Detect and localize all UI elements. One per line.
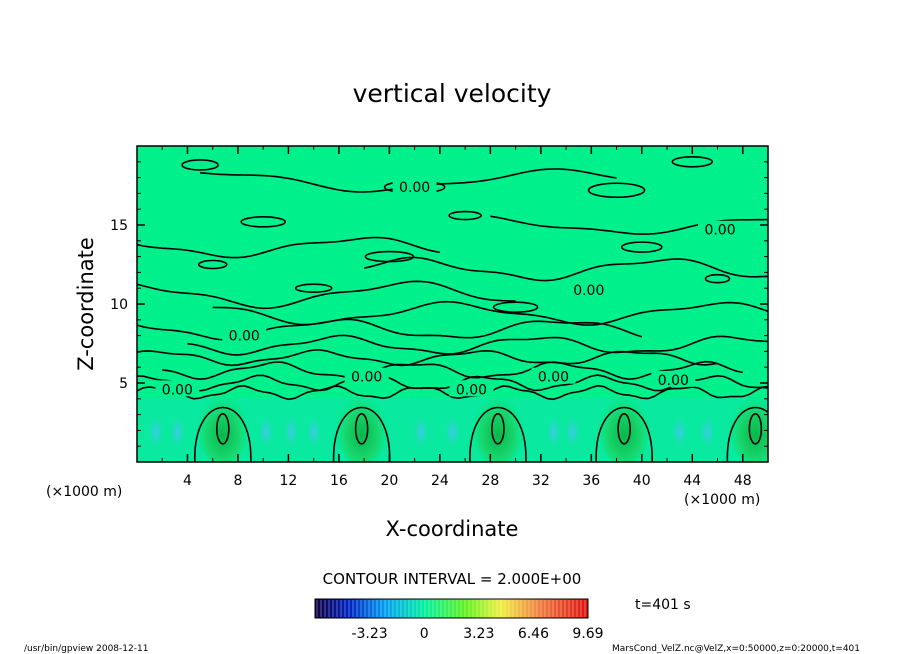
contour-label: 0.00 (351, 370, 382, 386)
x-tick-label: 8 (233, 473, 242, 489)
x-tick-label: 40 (633, 473, 651, 489)
contour-line (364, 256, 768, 282)
downdraft-patch (255, 409, 276, 454)
x-unit-left: (×1000 m) (46, 484, 122, 500)
closed-contour (294, 283, 333, 294)
updraft-contour-outer (595, 406, 653, 462)
updraft-contour-outer (332, 406, 391, 462)
contour-label: 0.00 (399, 180, 430, 196)
colorbar-tick-label: 3.23 (463, 626, 494, 642)
y-axis-label: Z-coordinate (74, 237, 98, 371)
updraft-contour-inner (748, 413, 763, 445)
updraft-contour-outer (726, 406, 768, 462)
x-tick-label: 32 (532, 473, 550, 489)
closed-contour (240, 216, 287, 228)
contour-label-bg (531, 367, 576, 384)
contour-line (137, 280, 516, 310)
closed-contour (181, 159, 219, 171)
contour-label-bg (698, 220, 743, 237)
contour-label-bg (651, 370, 696, 387)
colorbar-tick-label: 0 (420, 626, 429, 642)
downdraft-patch (410, 409, 431, 454)
x-axis-label: X-coordinate (386, 517, 519, 541)
updraft-contour-inner (354, 413, 369, 445)
contour-line (137, 384, 768, 401)
colorbar-tick-label: 9.69 (572, 626, 603, 642)
downdraft-patch (562, 409, 583, 454)
contour-line (212, 300, 768, 326)
downdraft-patch (442, 409, 463, 454)
contour-label-bg (222, 326, 267, 343)
updraft-contour-outer (469, 406, 527, 462)
updraft-core (196, 389, 249, 462)
x-tick-label: 44 (683, 473, 701, 489)
time-label: t=401 s (635, 597, 691, 613)
contour-label: 0.00 (456, 382, 487, 398)
colorbar-tick-label: 6.46 (518, 626, 549, 642)
contour-line (187, 334, 768, 356)
footer-right: MarsCond_VelZ.nc@VelZ,x=0:50000,z=0:2000… (612, 644, 860, 654)
x-tick-label: 16 (330, 473, 348, 489)
y-tick-label: 15 (110, 218, 128, 234)
plot-area: 0.00 0.00 0.00 0.00 0.00 0.00 0.00 0.00 0.00 (137, 146, 768, 462)
downdraft-patch (543, 409, 564, 454)
closed-contour (620, 241, 663, 253)
updraft-core (471, 389, 524, 462)
updraft-core (729, 389, 768, 462)
contour-line (137, 318, 643, 341)
contour-label: 0.00 (658, 373, 689, 389)
contour-label: 0.00 (229, 329, 260, 345)
downdraft-patch (280, 409, 301, 454)
chart-title: vertical velocity (353, 79, 552, 108)
updraft-contour-outer (194, 406, 252, 462)
closed-contour (448, 210, 482, 221)
updraft-contour-inner (216, 413, 230, 445)
downdraft-patch (167, 409, 188, 454)
updraft-contour-inner (491, 413, 505, 445)
closed-contour (492, 301, 539, 313)
contour-interval-text: CONTOUR INTERVAL = 2.000E+00 (323, 570, 582, 588)
x-tick-label: 12 (280, 473, 298, 489)
y-tick-label: 10 (110, 297, 128, 313)
downdraft-patch (697, 409, 718, 454)
x-unit-right: (×1000 m) (684, 492, 760, 508)
contour-line (137, 236, 441, 259)
contour-label: 0.00 (538, 370, 569, 386)
x-tick-label: 36 (582, 473, 600, 489)
footer-left: /usr/bin/gpview 2008-12-11 (24, 644, 148, 654)
x-tick-label: 28 (481, 473, 499, 489)
x-tick-label: 4 (183, 473, 192, 489)
closed-contour (671, 156, 714, 168)
contour-label: 0.00 (573, 283, 604, 299)
closed-contour (364, 250, 415, 263)
contour-label: 0.00 (162, 382, 193, 398)
contour-label-bg (566, 280, 611, 297)
y-tick-label: 5 (119, 376, 128, 392)
x-tick-label: 24 (431, 473, 449, 489)
downdraft-patch (303, 409, 324, 454)
contour-label: 0.00 (704, 223, 735, 239)
updraft-core (598, 389, 651, 462)
x-tick-label: 20 (380, 473, 398, 489)
contour-label-bg (392, 178, 437, 195)
updraft-contour-inner (617, 413, 631, 445)
contour-label-bg (449, 380, 494, 397)
closed-contour (587, 182, 646, 199)
closed-contour (197, 259, 228, 270)
updraft-core (335, 389, 388, 462)
downdraft-patch (145, 409, 166, 454)
x-tick-label: 48 (734, 473, 752, 489)
contour-line (162, 360, 743, 381)
closed-contour (704, 273, 731, 284)
contour-label-bg (344, 367, 389, 384)
colorbar-tick-label: -3.23 (351, 626, 387, 642)
downdraft-patch (669, 409, 690, 454)
contour-label-bg (155, 380, 200, 397)
colorbar (314, 598, 589, 619)
